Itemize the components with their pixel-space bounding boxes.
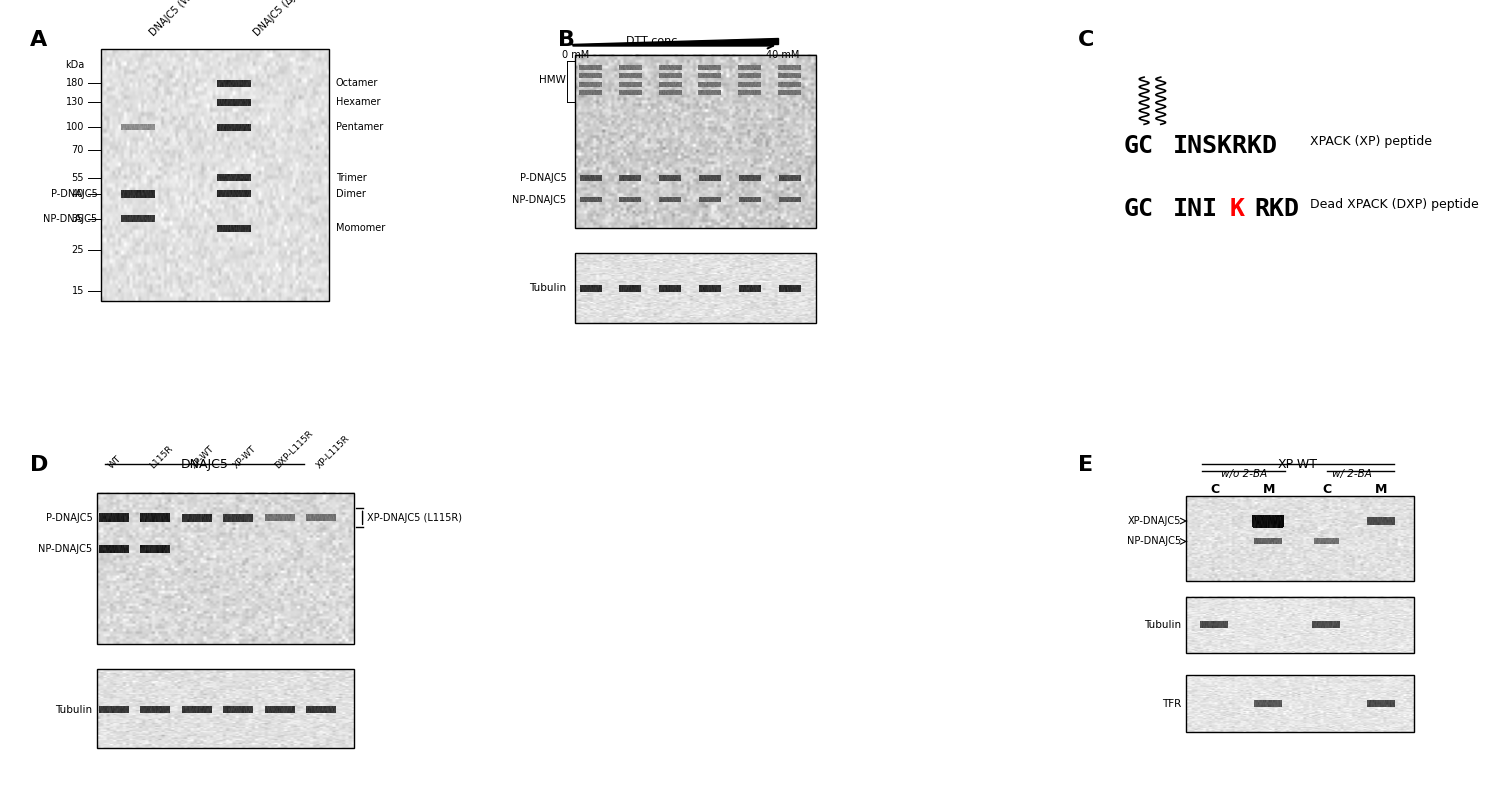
Text: XP-L115R: XP-L115R [315,434,351,471]
Text: 55: 55 [72,173,84,183]
Text: NP-DNAJC5: NP-DNAJC5 [44,214,98,224]
Text: XP-WT: XP-WT [190,444,216,471]
Text: Pentamer: Pentamer [336,123,382,132]
Text: GC: GC [1124,134,1154,157]
Text: L115R: L115R [148,444,176,471]
Text: B: B [558,30,574,50]
Text: XP-DNAJC5: XP-DNAJC5 [1128,516,1182,526]
Text: 180: 180 [66,79,84,88]
Text: K: K [1230,197,1245,220]
Bar [100,49,330,301]
Text: P-DNAJC5: P-DNAJC5 [519,173,567,183]
Text: P-DNAJC5: P-DNAJC5 [45,513,93,523]
Text: WT: WT [106,454,123,471]
Text: XP-WT: XP-WT [1278,458,1318,471]
Text: C: C [1210,483,1219,497]
Text: M: M [1263,483,1275,497]
Text: Momomer: Momomer [336,224,386,233]
Text: 40: 40 [72,189,84,198]
Text: C: C [1323,483,1332,497]
Text: D: D [30,455,48,475]
Text: Dead XPACK (DXP) peptide: Dead XPACK (DXP) peptide [1311,198,1479,211]
Bar [96,669,354,748]
Text: C: C [1077,30,1094,50]
Text: w/o 2-BA: w/o 2-BA [1221,469,1268,479]
Text: A: A [30,30,48,50]
Text: INI: INI [1173,197,1218,220]
Text: Tubulin: Tubulin [1144,620,1182,630]
Text: Trimer: Trimer [336,173,366,183]
Text: TFR: TFR [1162,699,1182,708]
Text: E: E [1077,455,1092,475]
Text: 15: 15 [72,286,84,296]
Text: 0 mM: 0 mM [562,50,590,61]
Text: Hexamer: Hexamer [336,98,380,107]
Text: RKD: RKD [1254,197,1299,220]
Text: GC: GC [1124,197,1154,220]
Text: w/ 2-BA: w/ 2-BA [1332,469,1372,479]
Text: 130: 130 [66,98,84,107]
Bar [574,253,816,323]
Text: HMW: HMW [540,76,567,85]
Text: 35: 35 [72,214,84,224]
Bar [1185,597,1414,653]
Text: NP-DNAJC5: NP-DNAJC5 [38,545,93,554]
Bar [96,493,354,644]
Text: Tubulin: Tubulin [56,705,93,715]
Text: kDa: kDa [64,60,84,69]
Text: DNAJC5: DNAJC5 [180,458,228,471]
Polygon shape [570,38,778,44]
Text: INSKRKD: INSKRKD [1173,134,1278,157]
Text: NP-DNAJC5: NP-DNAJC5 [512,195,567,205]
Text: 70: 70 [72,145,84,154]
Text: Octamer: Octamer [336,79,378,88]
Text: Dimer: Dimer [336,189,366,198]
Bar [1185,675,1414,732]
Text: M: M [1376,483,1388,497]
Text: 100: 100 [66,123,84,132]
Text: 40 mM: 40 mM [766,50,800,61]
Text: DXP-L115R: DXP-L115R [273,429,315,471]
Text: DNAJC5 (ΔJ): DNAJC5 (ΔJ) [252,0,300,38]
Text: XP-WT: XP-WT [231,444,258,471]
Text: DTT conc.: DTT conc. [626,36,681,46]
Bar [1185,496,1414,581]
Text: P-DNAJC5: P-DNAJC5 [51,189,98,198]
Text: NP-DNAJC5: NP-DNAJC5 [1128,537,1182,546]
Text: Tubulin: Tubulin [530,283,567,293]
Bar [574,55,816,228]
Text: DNAJC5 (WT): DNAJC5 (WT) [147,0,200,38]
Text: XP-DNAJC5 (L115R): XP-DNAJC5 (L115R) [366,513,462,523]
Text: XPACK (XP) peptide: XPACK (XP) peptide [1311,135,1432,148]
Text: 25: 25 [72,246,84,255]
